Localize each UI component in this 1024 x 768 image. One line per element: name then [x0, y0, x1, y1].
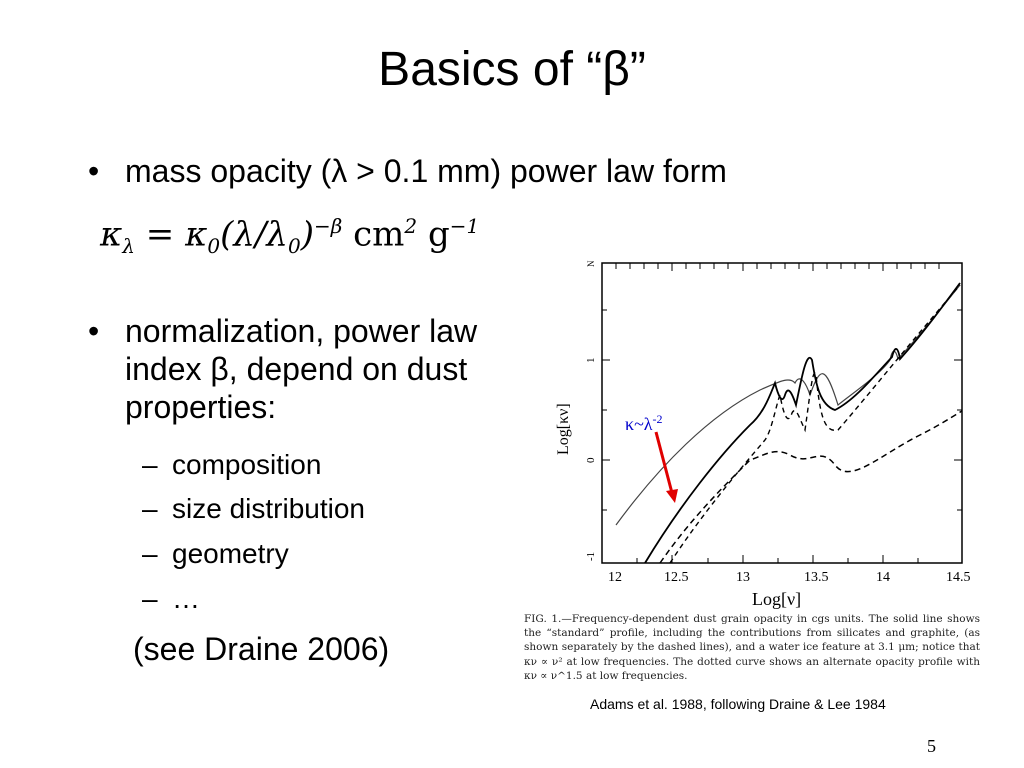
dotted-curve: [615, 284, 961, 526]
x-tick-label: 14.5: [946, 570, 971, 585]
y-tick-label: 1: [585, 358, 597, 364]
x-tick-label: 12: [608, 570, 622, 585]
page-number: 5: [927, 736, 936, 756]
plot-frame: [601, 262, 963, 564]
annotation-arrow: [654, 431, 674, 494]
opacity-equation: κλ = κ0(λ/λ0)−β cm2 g−1: [100, 214, 480, 259]
y-tick-label: 0: [585, 457, 597, 463]
bullet-text: mass opacity (λ > 0.1 mm) power law form: [125, 153, 727, 189]
x-axis-label: Log[ν]: [752, 589, 801, 609]
bullet-text: normalization, power law index β, depend…: [125, 313, 478, 425]
bullet-dot: •: [88, 153, 100, 189]
reference-note: (see Draine 2006): [133, 631, 390, 667]
y-axis-label: Log[κν]: [555, 403, 572, 455]
figure-caption: FIG. 1.—Frequency-dependent dust grain o…: [524, 613, 980, 682]
y-tick-label: -1: [585, 552, 597, 561]
x-tick-label: 13.5: [804, 570, 829, 585]
x-tick-label: 13: [736, 570, 750, 585]
arrowhead-icon: [666, 489, 678, 503]
figure-credit: Adams et al. 1988, following Draine & Le…: [590, 696, 886, 712]
y-tick-label: N: [586, 260, 596, 267]
slide-title: Basics of “β”: [378, 43, 646, 96]
x-tick-label: 14: [876, 570, 890, 585]
silicate-dashed-curve: [669, 284, 961, 564]
graphite-dashed-curve: [659, 410, 963, 564]
kappa-lambda-annotation: κ~λ-2: [625, 412, 663, 434]
bullet-dot: •: [88, 313, 100, 349]
solid-curve: [644, 282, 961, 564]
x-tick-label: 12.5: [664, 570, 689, 585]
opacity-figure: 12 12.5 13 13.5 14 14.5 N 1 0 -1 Log[ν] …: [555, 260, 971, 609]
